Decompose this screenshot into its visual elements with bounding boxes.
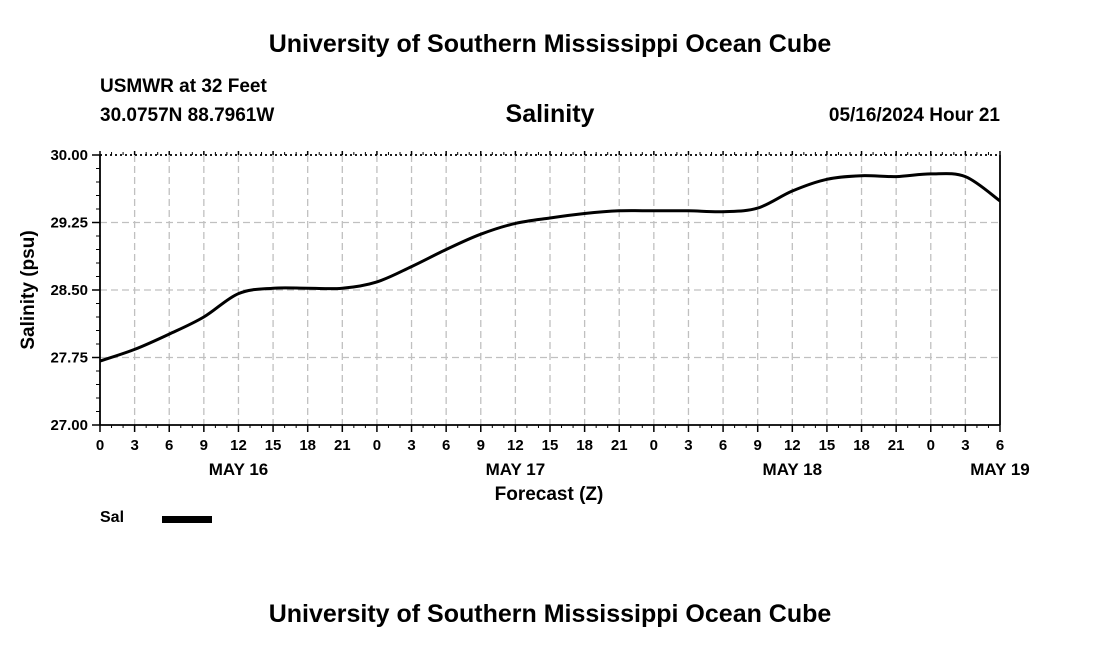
x-tick-label: 12 (507, 437, 524, 454)
x-date-label: MAY 18 (763, 460, 823, 479)
x-tick-label: 18 (299, 437, 316, 454)
x-tick-label: 12 (784, 437, 801, 454)
chart-title: Salinity (505, 100, 595, 128)
x-tick-label: 3 (407, 437, 415, 454)
x-tick-label: 0 (96, 437, 104, 454)
y-axis-label: Salinity (psu) (18, 230, 39, 349)
main-title: University of Southern Mississippi Ocean… (268, 30, 832, 58)
y-tick-label: 28.50 (50, 282, 88, 299)
x-tick-label: 3 (130, 437, 138, 454)
x-tick-label: 3 (961, 437, 969, 454)
x-date-label: MAY 19 (970, 460, 1030, 479)
x-tick-label: 9 (754, 437, 762, 454)
footer-title: University of Southern Mississippi Ocean… (268, 600, 832, 628)
x-tick-label: 6 (165, 437, 173, 454)
x-tick-label: 15 (819, 437, 836, 454)
coordinates-label: 30.0757N 88.7961W (100, 105, 275, 126)
legend-swatch-sal (162, 516, 212, 523)
x-tick-label: 6 (996, 437, 1004, 454)
x-tick-label: 0 (373, 437, 381, 454)
x-tick-label: 21 (334, 437, 351, 454)
x-tick-label: 21 (888, 437, 905, 454)
x-tick-label: 0 (927, 437, 935, 454)
x-tick-label: 6 (442, 437, 450, 454)
series-layer (99, 172, 1001, 363)
y-tick-label: 27.00 (50, 417, 88, 434)
x-tick-label: 21 (611, 437, 628, 454)
x-tick-label: 15 (265, 437, 282, 454)
axes: 0 3 6 9 12 15 18 21 0 3 6 9 12 15 18 21 0 3 6 9 12 15 18 21 0 3 6 M… (50, 147, 1029, 479)
y-tick-label: 27.75 (50, 350, 88, 367)
y-tick-label: 29.25 (50, 215, 88, 232)
x-tick-label: 3 (684, 437, 692, 454)
x-tick-label: 18 (853, 437, 870, 454)
x-tick-label: 6 (719, 437, 727, 454)
gridlines (100, 155, 1000, 425)
y-tick-label: 30.00 (50, 147, 88, 164)
x-axis-label: Forecast (Z) (495, 484, 604, 505)
x-tick-label: 0 (650, 437, 658, 454)
x-tick-label: 18 (576, 437, 593, 454)
forecast-datetime: 05/16/2024 Hour 21 (828, 105, 1000, 126)
x-tick-label: 12 (230, 437, 247, 454)
legend-label-sal: Sal (100, 509, 125, 526)
x-date-label: MAY 17 (486, 460, 546, 479)
x-tick-label: 15 (542, 437, 559, 454)
x-tick-label: 9 (477, 437, 485, 454)
x-tick-label: 9 (200, 437, 208, 454)
x-date-label: MAY 16 (209, 460, 269, 479)
station-label: USMWR at 32 Feet (100, 76, 267, 97)
